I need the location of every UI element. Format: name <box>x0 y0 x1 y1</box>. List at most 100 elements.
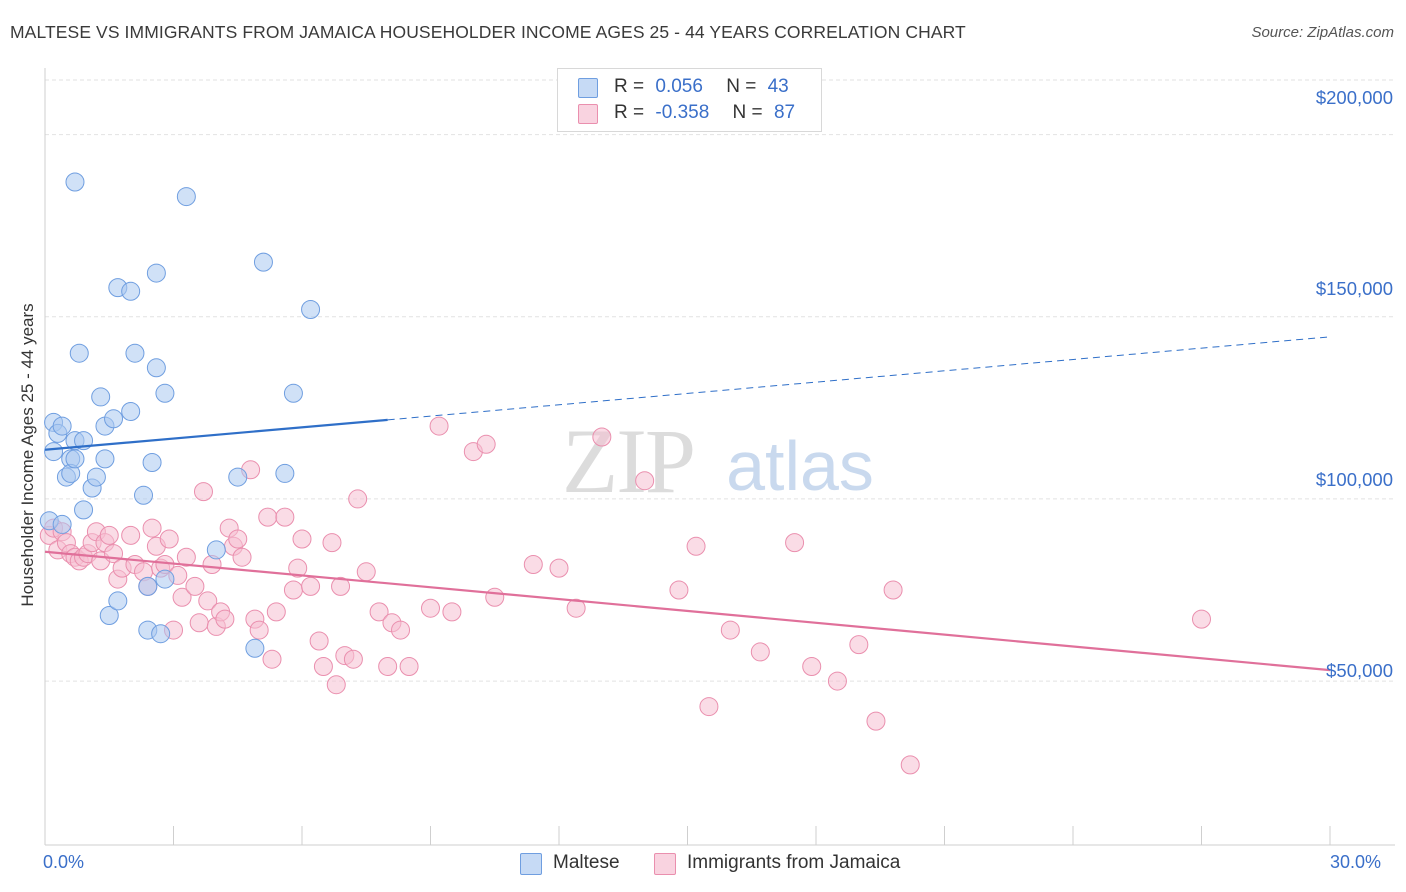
watermark: ZIP atlas <box>562 410 874 512</box>
point-jamaica-51 <box>288 558 308 578</box>
point-jamaica-60 <box>343 649 363 669</box>
point-jamaica-88 <box>866 711 886 731</box>
point-jamaica-89 <box>883 580 903 600</box>
point-maltese-22 <box>108 591 128 611</box>
point-jamaica-83 <box>750 642 770 662</box>
point-jamaica-86 <box>827 671 847 691</box>
point-jamaica-38 <box>215 609 235 629</box>
point-jamaica-78 <box>635 471 655 491</box>
point-maltese-34 <box>155 383 175 403</box>
point-jamaica-75 <box>549 558 569 578</box>
point-maltese-39 <box>245 638 265 658</box>
bottom-legend-label-jamaica: Immigrants from Jamaica <box>687 852 901 873</box>
point-maltese-19 <box>95 449 115 469</box>
point-maltese-31 <box>146 358 166 378</box>
legend-r-label: R = <box>614 102 645 123</box>
point-maltese-16 <box>86 467 106 487</box>
y-tick-label-50000: $50,000 <box>1326 660 1393 681</box>
point-jamaica-56 <box>322 533 342 553</box>
chart-title: MALTESE VS IMMIGRANTS FROM JAMAICA HOUSE… <box>10 22 966 42</box>
point-maltese-40 <box>253 252 273 272</box>
point-jamaica-22 <box>142 518 162 538</box>
legend-r-value-jamaica: -0.358 <box>655 102 710 123</box>
point-jamaica-47 <box>262 649 282 669</box>
point-jamaica-68 <box>421 598 440 618</box>
y-axis-label: Householder Income Ages 25 - 44 years <box>18 303 37 607</box>
point-jamaica-67 <box>399 657 419 676</box>
point-jamaica-34 <box>198 591 218 611</box>
point-maltese-1 <box>44 442 64 462</box>
point-maltese-14 <box>74 500 94 520</box>
point-maltese-5 <box>52 514 72 534</box>
point-jamaica-61 <box>348 489 368 509</box>
source-label: Source: ZipAtlas.com <box>1251 24 1394 41</box>
point-maltese-26 <box>125 343 145 363</box>
point-jamaica-63 <box>369 602 389 622</box>
x-tick-label-max: 30.0% <box>1330 852 1382 872</box>
point-jamaica-14 <box>99 525 119 545</box>
point-jamaica-30 <box>176 547 196 567</box>
point-maltese-25 <box>121 402 141 421</box>
point-jamaica-52 <box>292 529 312 549</box>
point-maltese-42 <box>283 383 303 403</box>
point-maltese-17 <box>91 387 111 407</box>
point-jamaica-53 <box>301 576 321 596</box>
legend-n-value-maltese: 43 <box>767 76 789 97</box>
point-maltese-43 <box>301 300 321 319</box>
series-maltese-points <box>39 172 321 658</box>
point-jamaica-50 <box>283 580 303 600</box>
grid-lines <box>45 79 1395 682</box>
point-maltese-41 <box>275 463 295 483</box>
point-jamaica-73 <box>485 587 505 607</box>
point-jamaica-58 <box>331 576 351 596</box>
point-maltese-36 <box>176 187 196 207</box>
point-jamaica-79 <box>669 580 689 600</box>
point-maltese-38 <box>228 467 248 487</box>
point-jamaica-74 <box>523 555 543 574</box>
point-jamaica-45 <box>249 620 269 640</box>
point-jamaica-64 <box>378 657 398 676</box>
point-maltese-28 <box>138 576 158 596</box>
point-jamaica-55 <box>313 657 333 676</box>
bottom-legend-swatch-jamaica <box>654 853 676 875</box>
legend-r-value-maltese: 0.056 <box>655 76 703 97</box>
legend-swatch-jamaica <box>578 104 598 124</box>
point-maltese-32 <box>146 263 166 283</box>
point-jamaica-57 <box>326 675 346 695</box>
point-jamaica-41 <box>228 529 248 549</box>
point-maltese-35 <box>155 569 175 589</box>
point-jamaica-90 <box>900 755 920 775</box>
point-jamaica-87 <box>849 635 869 655</box>
point-jamaica-32 <box>189 613 209 633</box>
point-jamaica-29 <box>172 587 192 607</box>
legend-n-label: N = <box>732 102 763 123</box>
point-maltese-30 <box>142 453 162 472</box>
point-jamaica-70 <box>442 602 462 622</box>
point-jamaica-81 <box>699 697 719 717</box>
point-jamaica-42 <box>232 547 252 567</box>
point-jamaica-77 <box>592 427 612 447</box>
point-jamaica-54 <box>309 631 329 651</box>
correlation-legend: R = 0.056 N = 43 R = -0.358 N = 87 <box>557 68 822 132</box>
point-jamaica-82 <box>720 620 740 640</box>
trend-jamaica <box>44 550 1331 672</box>
point-maltese-24 <box>121 281 141 301</box>
point-jamaica-33 <box>193 482 213 502</box>
watermark-zip: ZIP <box>562 410 694 512</box>
point-maltese-21 <box>104 409 124 429</box>
y-tick-label-200000: $200,000 <box>1315 87 1393 108</box>
point-jamaica-26 <box>159 529 179 549</box>
point-maltese-4 <box>52 416 72 436</box>
point-jamaica-46 <box>258 507 278 527</box>
point-maltese-20 <box>99 606 119 625</box>
trend-lines <box>44 336 1331 672</box>
point-jamaica-80 <box>686 536 706 556</box>
point-maltese-37 <box>206 540 226 560</box>
point-maltese-27 <box>134 485 154 505</box>
axes <box>44 68 1395 846</box>
y-tick-label-150000: $150,000 <box>1315 278 1393 299</box>
bottom-legend-swatch-maltese <box>520 853 542 875</box>
y-tick-label-100000: $100,000 <box>1315 469 1393 490</box>
point-jamaica-48 <box>266 602 286 622</box>
